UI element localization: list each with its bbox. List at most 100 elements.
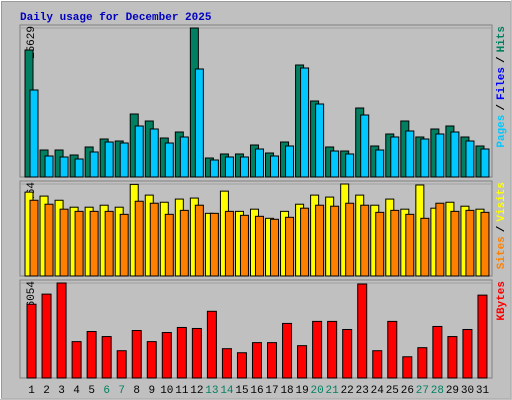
bar: [330, 205, 340, 277]
bar: [254, 148, 264, 178]
bar: [179, 209, 189, 277]
bar: [462, 328, 473, 379]
bar: [420, 138, 430, 178]
bar: [44, 203, 54, 277]
bar: [104, 141, 114, 178]
x-tick-label: 6: [103, 385, 110, 397]
bar: [71, 341, 82, 379]
bar: [390, 209, 400, 277]
bar: [405, 213, 415, 277]
bar: [447, 336, 458, 379]
bar: [390, 136, 400, 178]
x-tick-label: 30: [461, 385, 474, 397]
bar: [164, 213, 174, 277]
legend-entry: Hits: [496, 26, 508, 52]
bar: [435, 202, 445, 277]
bar: [206, 310, 217, 379]
x-tick-label: 27: [416, 385, 429, 397]
x-tick-label: 24: [371, 385, 385, 397]
bar: [420, 217, 430, 277]
bar: [221, 348, 232, 379]
legend-separator: /: [496, 225, 508, 232]
bar: [104, 210, 114, 277]
x-tick-label: 26: [401, 385, 414, 397]
bar: [270, 155, 280, 178]
bar: [315, 204, 325, 277]
bar: [270, 218, 280, 277]
bar: [74, 210, 84, 277]
x-tick-label: 8: [133, 385, 140, 397]
x-tick-label: 31: [476, 385, 490, 397]
x-tick-label: 5: [88, 385, 95, 397]
bar: [267, 342, 278, 379]
bar: [119, 142, 129, 178]
bar: [161, 332, 172, 379]
bar: [149, 128, 159, 178]
bar: [342, 328, 353, 379]
bar: [465, 209, 475, 277]
bar: [282, 322, 293, 379]
bar: [44, 155, 54, 178]
x-tick-label: 18: [280, 385, 293, 397]
bar: [119, 213, 129, 277]
bar: [41, 293, 52, 379]
bar: [74, 158, 84, 178]
bar: [372, 350, 383, 379]
legend-entry: Sites: [496, 236, 508, 269]
x-tick-label: 12: [190, 385, 203, 397]
bar: [26, 303, 37, 379]
legend-entry: Files: [496, 67, 508, 100]
x-tick-label: 9: [148, 385, 155, 397]
bar: [176, 326, 187, 379]
bar: [375, 149, 385, 178]
bar: [402, 356, 413, 379]
x-tick-label: 2: [43, 385, 50, 397]
legend-entry: Pages: [496, 115, 508, 148]
x-tick-label: 22: [341, 385, 354, 397]
bar: [417, 347, 428, 379]
bar: [89, 151, 99, 178]
bar: [194, 68, 204, 178]
x-tick-label: 17: [265, 385, 278, 397]
bar: [432, 325, 443, 379]
bar: [131, 330, 142, 379]
x-tick-label: 7: [118, 385, 125, 397]
bar: [480, 148, 490, 178]
legend-separator: /: [496, 56, 508, 63]
x-tick-label: 13: [205, 385, 218, 397]
bar: [59, 156, 69, 178]
legend-entry: Visits: [496, 182, 508, 222]
bar: [116, 350, 127, 379]
x-tick-label: 3: [58, 385, 65, 397]
bar: [345, 153, 355, 178]
bar: [360, 114, 370, 178]
bar: [375, 211, 385, 277]
legend-entry: KBytes: [496, 281, 508, 321]
x-tick-label: 14: [220, 385, 234, 397]
x-tick-label: 23: [356, 385, 369, 397]
bar: [224, 156, 234, 178]
legend: KBytes: [496, 281, 508, 321]
bar: [285, 145, 295, 178]
bar: [345, 202, 355, 277]
bar: [315, 103, 325, 178]
bar: [300, 207, 310, 277]
bar: [149, 202, 159, 277]
bar: [134, 125, 144, 178]
bar: [89, 210, 99, 277]
bar: [29, 89, 39, 178]
bar: [134, 200, 144, 277]
x-tick-label: 1: [28, 385, 35, 397]
bar: [405, 130, 415, 178]
bar: [59, 208, 69, 277]
bar: [251, 342, 262, 379]
x-tick-label: 25: [386, 385, 399, 397]
x-tick-label: 16: [250, 385, 263, 397]
bar: [480, 211, 490, 277]
bar: [209, 212, 219, 277]
x-tick-label: 29: [446, 385, 459, 397]
chart-title: Daily usage for December 2025: [20, 12, 212, 24]
bar: [239, 214, 249, 277]
